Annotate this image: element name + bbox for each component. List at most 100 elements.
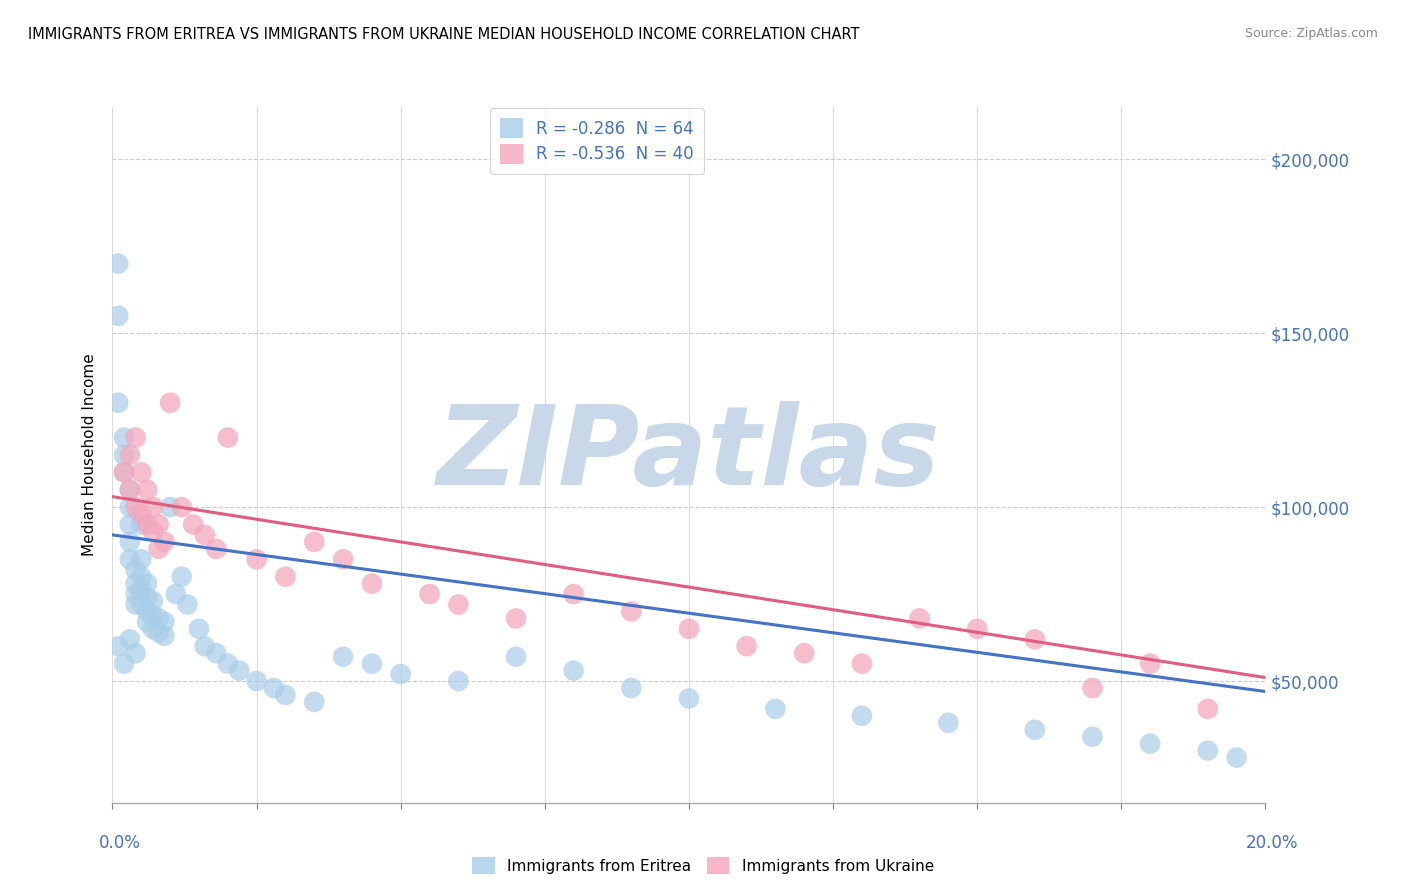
Point (304, 695, 326, 709)
Point (118, 632, 141, 647)
Point (1081, 681, 1104, 695)
Point (124, 646, 146, 660)
Point (142, 594, 165, 608)
Point (153, 534, 176, 549)
Point (165, 587, 187, 601)
Point (505, 611, 527, 625)
Point (129, 517, 153, 532)
Point (136, 615, 159, 629)
Point (1226, 750, 1249, 764)
Point (217, 657, 239, 671)
Point (274, 688, 297, 702)
Point (107, 396, 129, 410)
Point (124, 587, 146, 601)
Point (447, 674, 470, 689)
Point (129, 507, 153, 521)
Point (136, 483, 159, 497)
Point (136, 605, 159, 619)
Text: ZIPatlas: ZIPatlas (437, 401, 941, 508)
Point (129, 570, 153, 584)
Point (118, 483, 141, 497)
Point (148, 611, 170, 625)
Point (245, 552, 267, 566)
Point (129, 466, 153, 480)
Point (129, 598, 153, 612)
Point (176, 598, 198, 612)
Point (360, 576, 382, 591)
Point (124, 431, 146, 445)
Point (1081, 730, 1104, 744)
Point (118, 500, 141, 514)
Point (170, 570, 193, 584)
Point (124, 598, 146, 612)
Point (228, 664, 250, 678)
Text: IMMIGRANTS FROM ERITREA VS IMMIGRANTS FROM UKRAINE MEDIAN HOUSEHOLD INCOME CORRE: IMMIGRANTS FROM ERITREA VS IMMIGRANTS FR… (28, 27, 859, 42)
Point (112, 431, 135, 445)
Point (851, 708, 873, 723)
Point (851, 657, 873, 671)
Point (124, 500, 146, 514)
Point (274, 570, 297, 584)
Point (136, 517, 159, 532)
Point (562, 587, 585, 601)
Point (118, 552, 141, 566)
Point (118, 534, 141, 549)
Point (263, 681, 285, 695)
Point (447, 598, 470, 612)
Point (304, 534, 326, 549)
Point (153, 629, 176, 643)
Point (159, 500, 181, 514)
Point (118, 483, 141, 497)
Point (360, 657, 382, 671)
Point (678, 622, 700, 636)
Point (908, 611, 931, 625)
Point (389, 667, 412, 681)
Point (505, 649, 527, 664)
Point (678, 691, 700, 706)
Y-axis label: Median Household Income: Median Household Income (82, 353, 97, 557)
Point (112, 466, 135, 480)
Point (142, 500, 165, 514)
Point (170, 500, 193, 514)
Point (148, 541, 170, 556)
Point (148, 517, 170, 532)
Text: 0.0%: 0.0% (98, 834, 141, 852)
Point (1024, 723, 1046, 737)
Point (1024, 632, 1046, 647)
Point (245, 674, 267, 689)
Point (142, 607, 165, 622)
Point (112, 466, 135, 480)
Point (188, 622, 211, 636)
Point (1197, 744, 1219, 758)
Point (194, 528, 217, 542)
Point (1197, 702, 1219, 716)
Point (735, 639, 758, 653)
Point (765, 702, 787, 716)
Point (205, 646, 228, 660)
Point (129, 552, 153, 566)
Point (332, 552, 354, 566)
Point (1139, 657, 1161, 671)
Point (118, 517, 141, 532)
Point (159, 396, 181, 410)
Point (332, 649, 354, 664)
Point (936, 715, 959, 730)
Point (562, 664, 585, 678)
Legend: R = -0.286  N = 64, R = -0.536  N = 40: R = -0.286 N = 64, R = -0.536 N = 40 (489, 109, 704, 174)
Point (419, 587, 441, 601)
Point (124, 576, 146, 591)
Point (136, 576, 159, 591)
Point (620, 605, 643, 619)
Point (112, 448, 135, 462)
Point (107, 256, 129, 270)
Point (217, 431, 239, 445)
Text: 20.0%: 20.0% (1246, 834, 1299, 852)
Point (153, 615, 176, 629)
Point (142, 622, 165, 636)
Point (118, 448, 141, 462)
Point (620, 681, 643, 695)
Point (107, 309, 129, 323)
Point (112, 657, 135, 671)
Point (124, 563, 146, 577)
Point (181, 517, 204, 532)
